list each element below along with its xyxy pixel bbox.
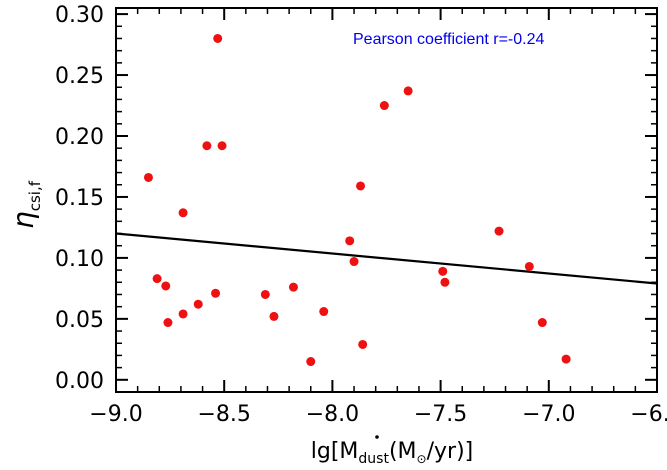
x-axis-subscript: dust <box>358 451 389 467</box>
pearson-annotation: Pearson coefficient r=-0.24 <box>353 31 544 48</box>
data-point <box>379 101 389 111</box>
y-tick-label: 0.05 <box>55 308 104 333</box>
x-axis-unit-close: /yr)] <box>427 439 474 464</box>
x-axis-prefix: lg[ <box>311 439 340 464</box>
data-point <box>178 208 188 218</box>
data-point <box>440 277 450 287</box>
y-axis-title: ηcsi,f <box>7 180 44 229</box>
y-tick-label: 0.15 <box>55 186 104 211</box>
data-point <box>356 181 366 191</box>
data-points <box>143 33 571 367</box>
data-point <box>211 288 221 298</box>
data-point <box>524 261 534 271</box>
regression-line <box>115 232 658 285</box>
data-point <box>561 354 571 364</box>
data-point <box>288 282 298 292</box>
data-point <box>178 309 188 319</box>
x-tick-label: −9.0 <box>89 402 142 427</box>
data-point <box>143 172 153 182</box>
data-point <box>161 281 171 291</box>
x-axis-dot-accent <box>375 435 379 439</box>
x-tick-labels: −9.0 −8.5 −8.0 −7.5 −7.0 −6.5 <box>89 402 667 427</box>
x-tick-label: −7.0 <box>522 402 575 427</box>
x-tick-label: −8.0 <box>306 402 359 427</box>
data-point <box>438 266 448 276</box>
x-tick-label: −7.5 <box>414 402 467 427</box>
y-tick-label: 0.00 <box>55 369 104 394</box>
svg-text:ηcsi,f: ηcsi,f <box>7 180 44 229</box>
data-point <box>403 86 413 96</box>
data-point <box>269 311 279 321</box>
y-tick-label: 0.10 <box>55 247 104 272</box>
data-point <box>319 307 329 317</box>
data-point <box>217 141 227 151</box>
data-point <box>260 289 270 299</box>
data-point <box>202 141 212 151</box>
y-axis-subscript: csi,f <box>26 180 44 211</box>
data-point <box>193 299 203 309</box>
plot-frame <box>115 7 658 393</box>
y-tick-label: 0.30 <box>55 3 104 28</box>
axis-ticks <box>115 8 658 392</box>
data-point <box>163 318 173 328</box>
data-point <box>349 257 359 267</box>
data-point <box>345 236 355 246</box>
data-point <box>537 318 547 328</box>
data-point <box>358 339 368 349</box>
x-tick-label: −8.5 <box>197 402 250 427</box>
x-axis-symbol: M <box>339 439 358 464</box>
y-axis-symbol: η <box>7 211 40 229</box>
data-point <box>152 274 162 284</box>
x-axis-unit-open: (M <box>389 439 417 464</box>
data-point <box>306 357 316 367</box>
x-tick-label: −6.5 <box>630 402 667 427</box>
data-point <box>213 33 223 43</box>
x-axis-title: lg[Mdust(M⊙/yr)] <box>311 439 474 467</box>
y-tick-label: 0.25 <box>55 64 104 89</box>
data-point <box>494 226 504 236</box>
y-tick-label: 0.20 <box>55 125 104 150</box>
y-tick-labels: 0.00 0.05 0.10 0.15 0.20 0.25 0.30 <box>55 3 104 394</box>
x-axis-sun-symbol: ⊙ <box>417 452 427 466</box>
